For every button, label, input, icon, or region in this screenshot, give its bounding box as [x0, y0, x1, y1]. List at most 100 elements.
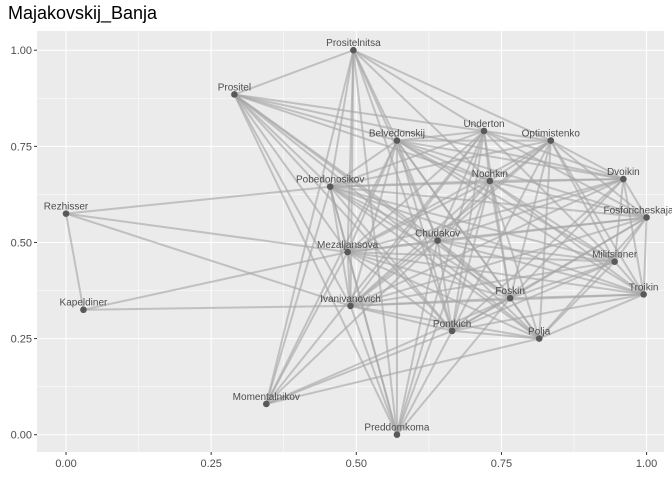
network-node	[547, 137, 555, 144]
network-node	[263, 400, 270, 408]
network-edge	[483, 129, 552, 142]
network-edge	[352, 49, 454, 332]
network-edge	[395, 179, 491, 436]
network-edge	[349, 304, 454, 332]
node-label: Optimistenko	[522, 129, 581, 140]
network-edge	[233, 93, 398, 142]
network-edge	[346, 178, 625, 254]
node-label: Polja	[528, 327, 551, 338]
network-edge	[509, 139, 552, 300]
network-edge	[395, 139, 648, 219]
x-tick-label: 0.75	[491, 458, 512, 470]
node-label: Militsioner	[592, 250, 638, 261]
network-edge	[451, 329, 541, 340]
y-tick-label: 0.00	[11, 430, 32, 442]
network-edge	[233, 93, 491, 182]
network-edge	[436, 239, 645, 296]
node-label: Preddomkoma	[364, 423, 429, 434]
network-edge	[538, 260, 616, 340]
network-edge	[82, 304, 352, 311]
network-edge	[509, 260, 616, 300]
network-edge	[349, 139, 398, 307]
network-node	[80, 306, 87, 314]
node-label: Chudakov	[415, 229, 460, 240]
network-edge	[65, 212, 85, 311]
network-edge	[82, 251, 349, 311]
y-tick-label: 0.25	[11, 334, 32, 346]
network-edge	[549, 139, 625, 181]
network-edge	[65, 185, 332, 215]
network-edge	[233, 93, 398, 436]
network-edge	[488, 179, 645, 296]
network-edge	[329, 139, 552, 188]
network-edge	[265, 297, 512, 405]
network-edge	[346, 251, 512, 300]
network-nodes	[62, 46, 650, 438]
network-edge	[346, 251, 616, 263]
network-edge	[538, 216, 648, 340]
network-edge	[549, 139, 645, 296]
y-axis-tick-labels: 0.00 0.25 0.50 0.75 1.00	[11, 45, 32, 441]
node-label: Kapeldiner	[60, 298, 108, 309]
network-edge	[352, 49, 491, 182]
network-edge	[488, 179, 648, 219]
network-edge	[329, 185, 352, 307]
network-edge	[346, 251, 398, 436]
network-node	[434, 237, 441, 244]
network-edge	[265, 329, 454, 405]
network-node	[393, 137, 401, 144]
network-node	[344, 248, 351, 256]
network-edge	[265, 129, 486, 405]
network-edge	[622, 178, 648, 219]
network-edge	[483, 129, 616, 263]
x-tick-label: 0.25	[200, 458, 221, 470]
network-edge	[613, 260, 645, 296]
network-edge	[349, 260, 616, 307]
network-edge	[233, 93, 352, 307]
network-edge	[329, 185, 648, 219]
network-edge	[538, 139, 552, 340]
network-node	[448, 327, 456, 335]
node-label: Belvedonskij	[369, 129, 425, 140]
network-edge	[233, 93, 454, 332]
network-node	[640, 291, 647, 298]
network-edge	[265, 185, 332, 405]
network-edge	[395, 129, 486, 142]
network-edge	[265, 337, 541, 405]
network-edge	[65, 212, 352, 307]
node-label: Troikin	[629, 282, 659, 293]
network-edges	[65, 49, 648, 436]
axis-ticks	[34, 49, 648, 455]
network-edge	[451, 178, 625, 332]
network-edge	[329, 185, 439, 242]
node-label: Underton	[463, 119, 504, 130]
network-edge	[346, 251, 454, 332]
network-node	[350, 46, 357, 54]
network-edge	[233, 49, 355, 96]
node-label: Dvoikin	[607, 167, 640, 178]
network-edge	[233, 93, 486, 132]
node-label: Prositel	[218, 82, 251, 93]
network-node	[620, 175, 627, 183]
x-tick-label: 1.00	[636, 458, 657, 470]
network-edge	[346, 239, 439, 254]
network-node	[231, 91, 238, 98]
network-node	[347, 302, 354, 310]
network-edge	[349, 297, 512, 307]
network-edge	[451, 260, 616, 332]
network-node	[480, 127, 488, 135]
x-axis-tick-labels: 0.00 0.25 0.50 0.75 1.00	[55, 458, 657, 470]
node-label: Prositelnitsa	[326, 38, 381, 49]
node-label: Pontkich	[433, 319, 471, 330]
network-edge	[642, 216, 648, 296]
network-edge	[395, 139, 439, 242]
y-tick-label: 0.50	[11, 237, 32, 249]
network-edge	[483, 129, 648, 219]
x-tick-label: 0.50	[346, 458, 367, 470]
network-edge	[509, 297, 541, 340]
x-tick-label: 0.00	[55, 458, 76, 470]
network-node	[393, 431, 401, 438]
network-edge	[395, 329, 454, 436]
network-edge	[352, 49, 552, 142]
